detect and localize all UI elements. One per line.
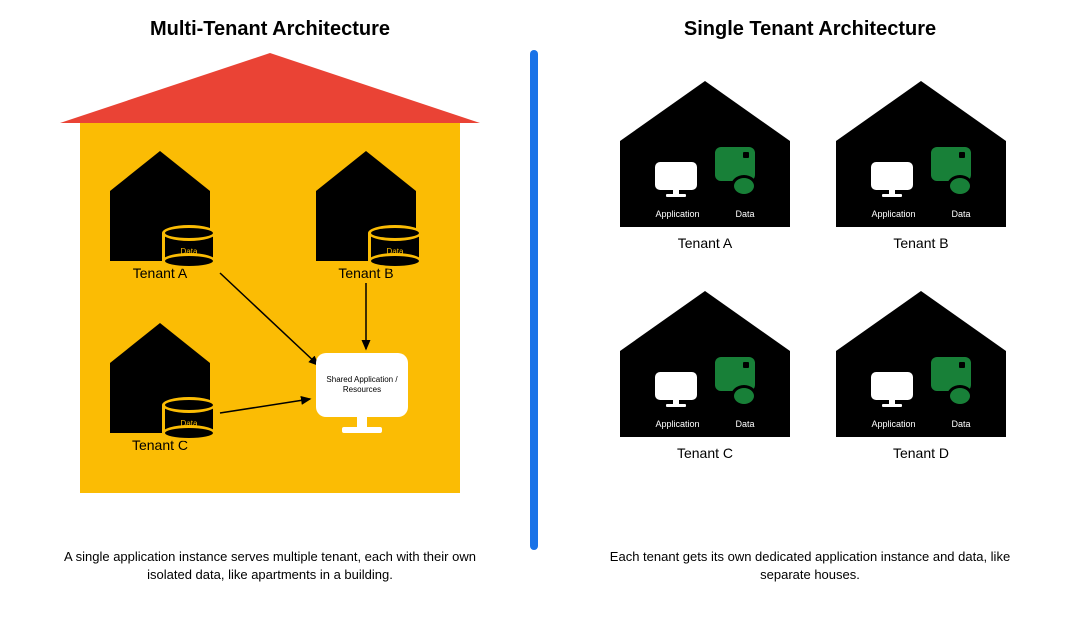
single-tenant-house-a: Application Data Tenant A — [620, 81, 790, 251]
tenant-label: Tenant C — [620, 445, 790, 461]
shared-application-label: Shared Application / Resources — [316, 353, 408, 417]
tenant-house-c: DataTenant C — [110, 323, 210, 453]
data-sublabel: Data — [736, 419, 755, 429]
data-label: Data — [162, 419, 216, 428]
application-sublabel: Application — [871, 419, 915, 429]
diagram-root: Multi-Tenant Architecture Shared Applica… — [0, 0, 1080, 624]
multi-tenant-panel: Multi-Tenant Architecture Shared Applica… — [0, 0, 540, 624]
building-body: Shared Application / Resources DataTenan… — [80, 123, 460, 493]
single-tenant-caption: Each tenant gets its own dedicated appli… — [590, 548, 1030, 584]
shared-application: Shared Application / Resources — [316, 353, 408, 433]
tenant-house-b: DataTenant B — [316, 151, 416, 281]
single-tenant-panel: Single Tenant Architecture Application Da… — [540, 0, 1080, 624]
single-tenant-grid: Application Data Tenant A Application Data Te… — [590, 81, 1030, 521]
data-sublabel: Data — [952, 419, 971, 429]
application-sublabel: Application — [871, 209, 915, 219]
application-icon — [655, 162, 697, 197]
tenant-label: Tenant A — [620, 235, 790, 251]
data-label: Data — [162, 247, 216, 256]
data-icon — [931, 357, 971, 407]
application-icon — [871, 162, 913, 197]
data-icon — [715, 147, 755, 197]
tenant-label: Tenant B — [836, 235, 1006, 251]
data-icon — [715, 357, 755, 407]
single-tenant-house-d: Application Data Tenant D — [836, 291, 1006, 461]
arrow — [220, 273, 318, 365]
tenant-label: Tenant D — [836, 445, 1006, 461]
data-sublabel: Data — [736, 209, 755, 219]
single-tenant-house-c: Application Data Tenant C — [620, 291, 790, 461]
data-label: Data — [368, 247, 422, 256]
data-cylinder-icon: Data — [368, 225, 422, 269]
single-tenant-title: Single Tenant Architecture — [684, 18, 936, 41]
data-sublabel: Data — [952, 209, 971, 219]
application-sublabel: Application — [655, 419, 699, 429]
data-cylinder-icon: Data — [162, 225, 216, 269]
data-icon — [931, 147, 971, 197]
single-tenant-house-b: Application Data Tenant B — [836, 81, 1006, 251]
application-icon — [871, 372, 913, 407]
building-roof — [60, 53, 480, 123]
application-icon — [655, 372, 697, 407]
multi-tenant-caption: A single application instance serves mul… — [50, 548, 490, 584]
tenant-house-a: DataTenant A — [110, 151, 210, 281]
arrow — [220, 399, 310, 413]
building: Shared Application / Resources DataTenan… — [60, 53, 480, 493]
multi-tenant-title: Multi-Tenant Architecture — [150, 18, 390, 41]
application-sublabel: Application — [655, 209, 699, 219]
data-cylinder-icon: Data — [162, 397, 216, 441]
